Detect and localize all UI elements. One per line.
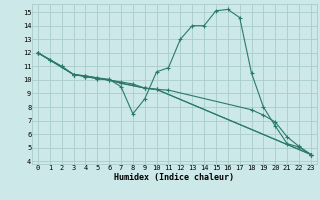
X-axis label: Humidex (Indice chaleur): Humidex (Indice chaleur) xyxy=(115,173,234,182)
